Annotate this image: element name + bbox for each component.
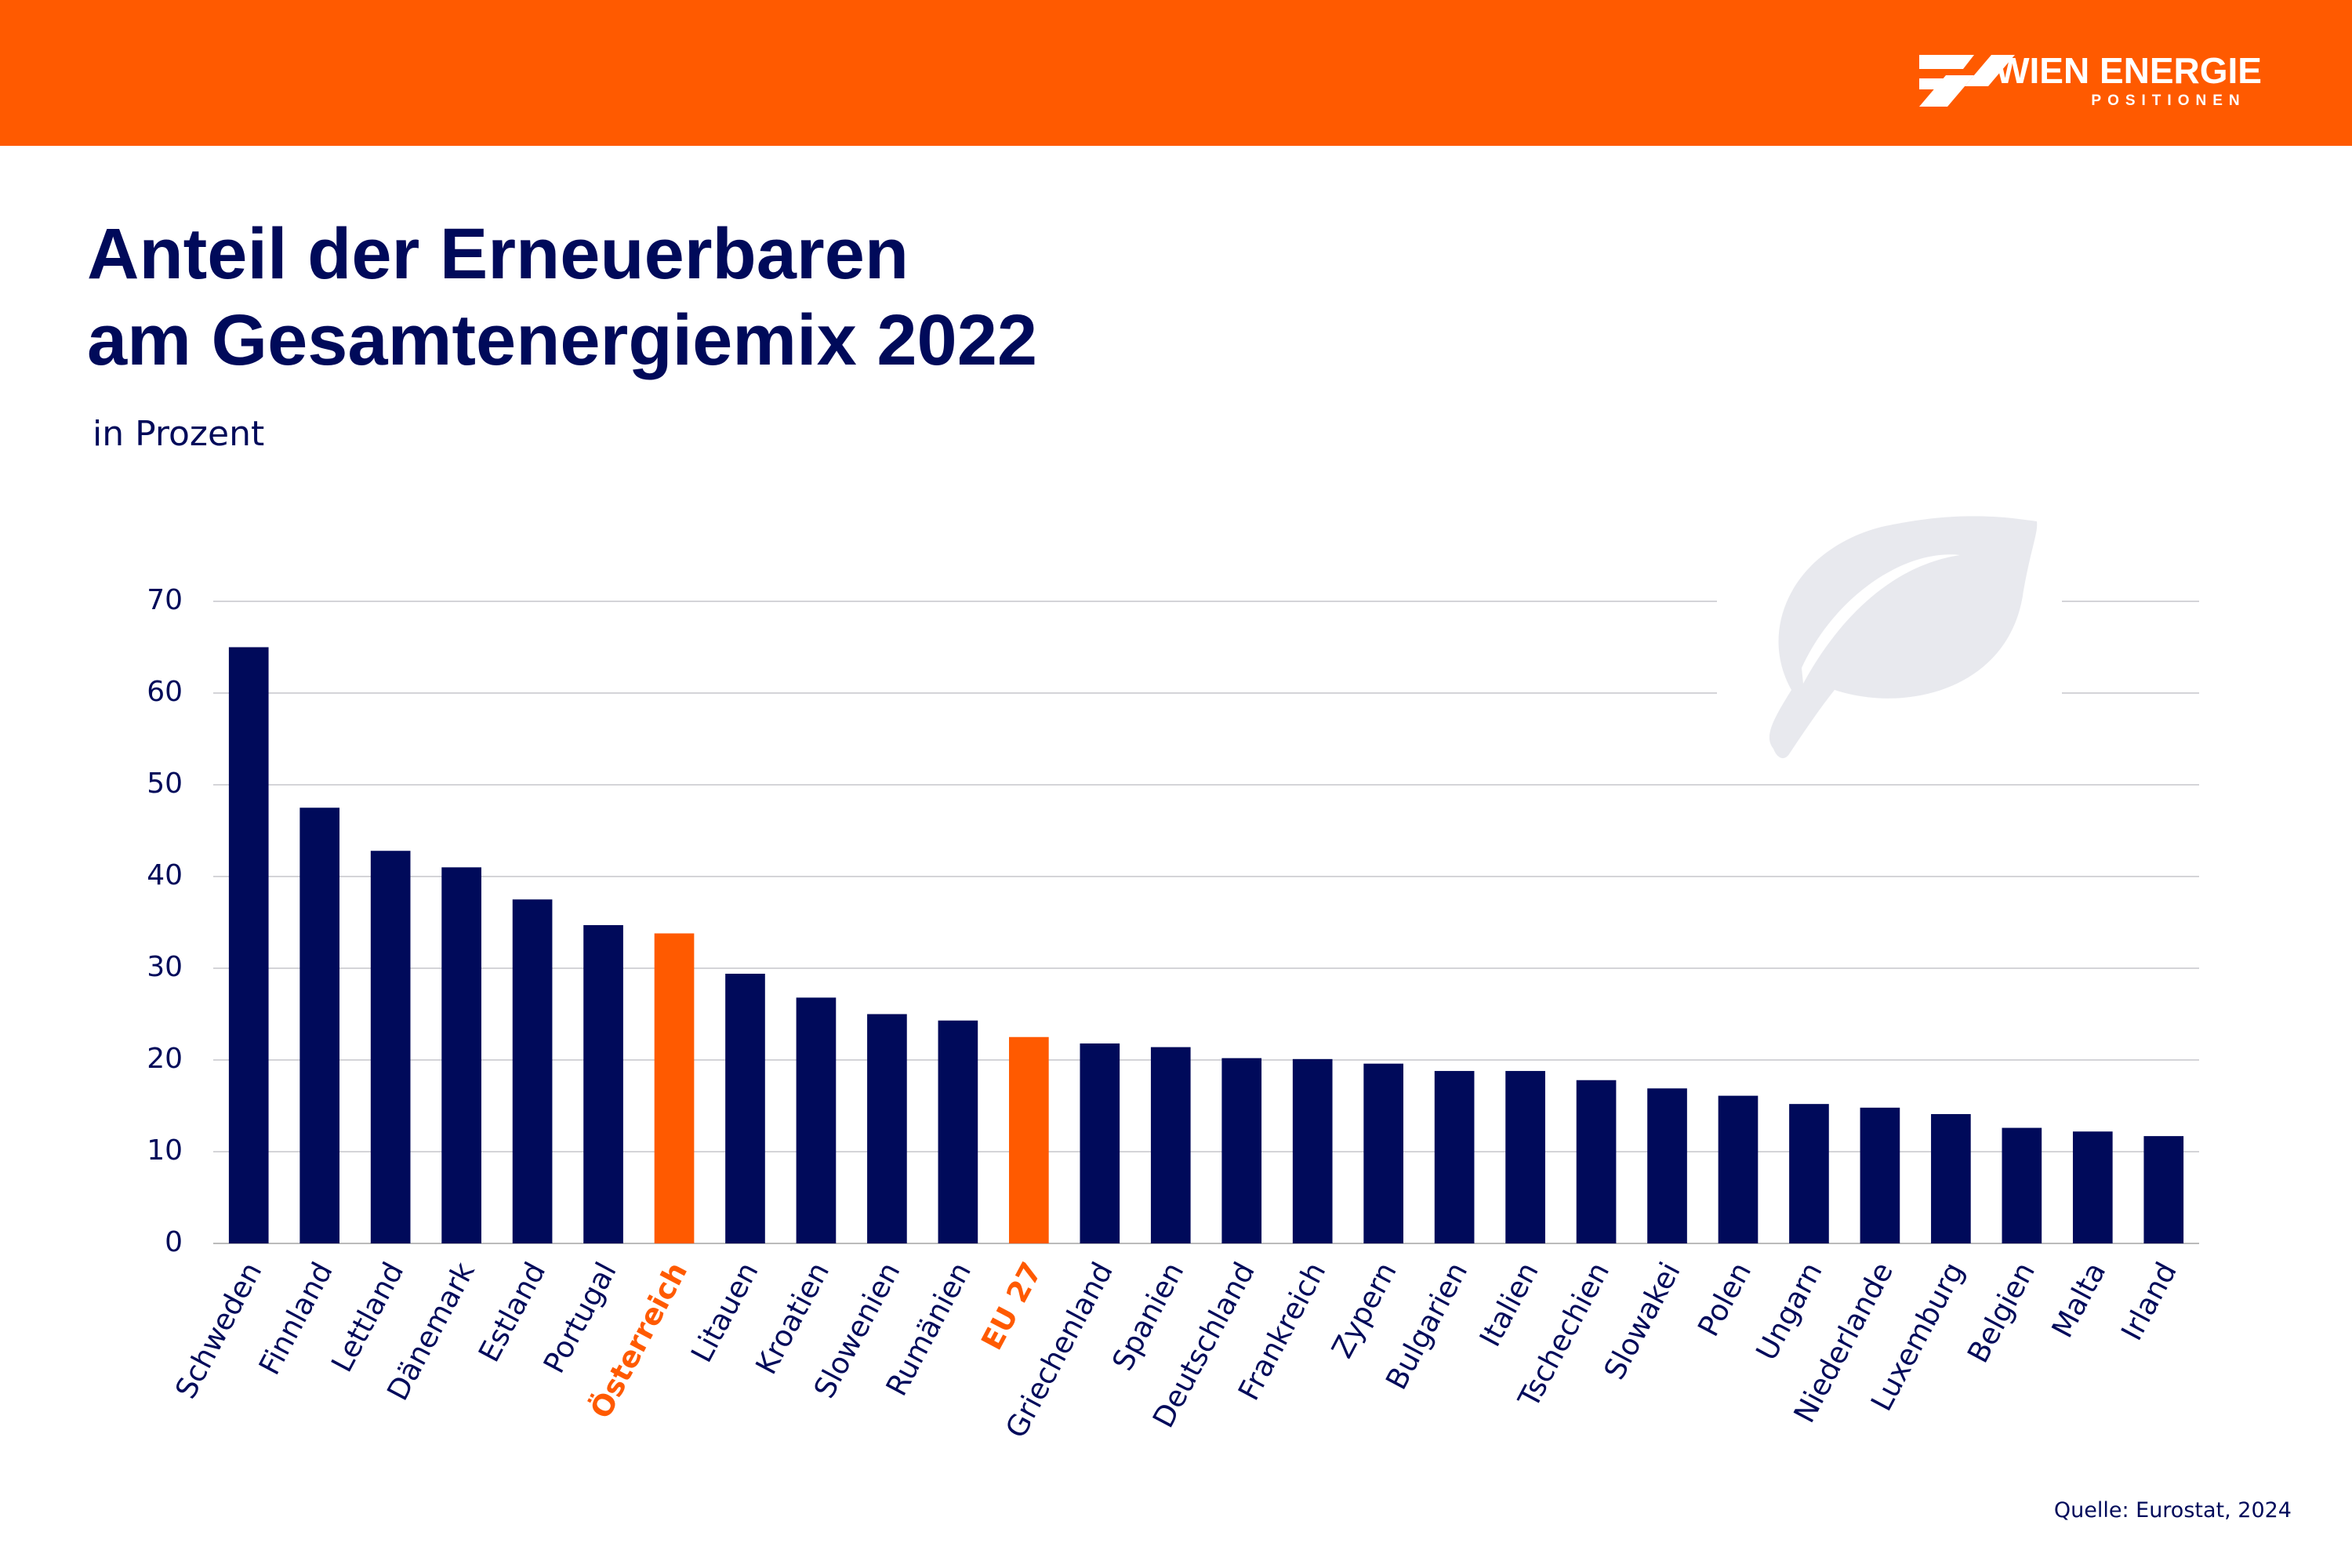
bar [867,1014,907,1243]
chart-title-line: am Gesamtenergiemix 2022 [87,300,1037,380]
bar [1505,1071,1545,1243]
bar [938,1020,978,1243]
bar [1718,1095,1759,1243]
bar [1576,1080,1617,1243]
y-tick-label: 10 [147,1134,183,1167]
y-tick-label: 40 [147,859,183,891]
bar [1363,1063,1403,1243]
bar [1150,1047,1191,1243]
bar [512,899,553,1243]
y-tick-label: 30 [147,951,183,983]
bar [654,933,695,1243]
bar [2143,1136,2184,1243]
logo-icon [1919,55,2015,107]
y-tick-label: 0 [165,1226,183,1258]
bar [1221,1058,1262,1243]
header-bar [0,0,2352,146]
y-tick-label: 50 [147,768,183,800]
leaf-icon [1769,516,2038,759]
bar [1860,1107,1900,1243]
bar [1789,1104,1829,1243]
x-tick-label: Irland [2114,1257,2183,1346]
bar [796,997,837,1243]
bar [2002,1127,2042,1243]
bar [370,851,411,1243]
brand-name: WIEN ENERGIE [1995,50,2262,91]
bar [1647,1088,1687,1243]
bar [725,974,765,1243]
brand-tagline: POSITIONEN [2091,93,2245,109]
bar [1080,1043,1120,1243]
x-tick-label: EU 27 [975,1257,1048,1356]
x-tick-label: Belgien [1961,1257,2042,1368]
x-tick-label: Schweden [169,1257,268,1404]
x-tick-label: Italien [1473,1257,1545,1352]
y-tick-label: 60 [147,676,183,708]
x-tick-label: Malta [2045,1257,2113,1343]
x-tick-label: Litauen [684,1257,765,1368]
bar [1292,1058,1333,1243]
bar [228,647,269,1243]
bar [1009,1036,1049,1243]
y-tick-label: 20 [147,1043,183,1075]
y-tick-label: 70 [147,584,183,616]
bar [583,925,623,1243]
chart-title-line: Anteil der Erneuerbaren [87,214,909,294]
x-tick-label: Estland [472,1257,552,1367]
x-tick-label: Zypern [1325,1257,1403,1363]
bar [299,808,340,1243]
bar [1931,1114,1971,1243]
bar [441,867,481,1243]
bar [1434,1071,1475,1243]
x-tick-label: Ungarn [1749,1257,1828,1366]
bar [2072,1131,2113,1243]
chart-subtitle: in Prozent [93,414,264,454]
x-tick-label: Polen [1691,1257,1758,1342]
source-note: Quelle: Eurostat, 2024 [2054,1498,2292,1523]
